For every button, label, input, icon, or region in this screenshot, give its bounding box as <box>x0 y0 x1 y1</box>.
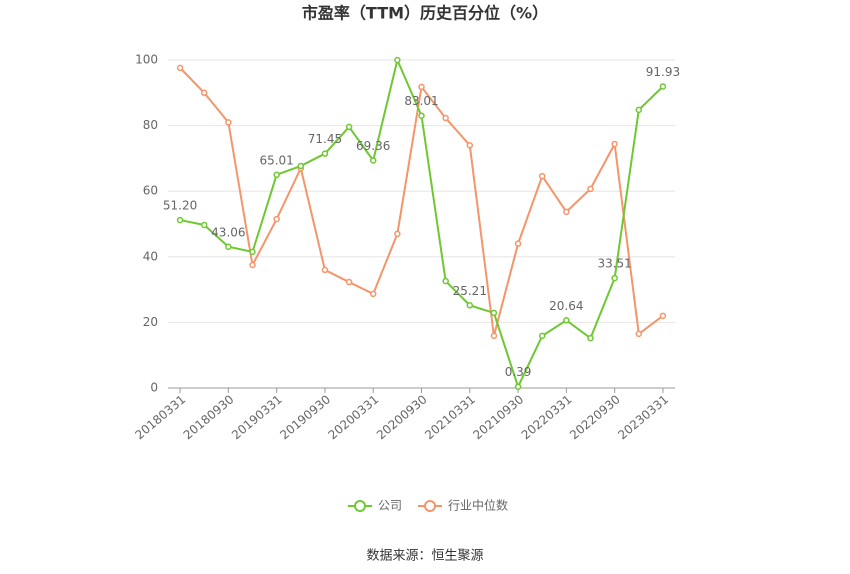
data-point <box>659 83 667 90</box>
data-point <box>611 140 618 148</box>
data-point <box>442 114 449 122</box>
data-point <box>394 230 401 238</box>
source: 数据来源：恒生聚源 <box>366 549 483 564</box>
x-tick-label: 20200930 <box>374 392 430 442</box>
data-point <box>369 157 377 164</box>
x-tick-label: 20210331 <box>422 392 478 442</box>
data-point <box>514 383 522 390</box>
data-label: 65.01 <box>259 153 293 167</box>
data-point <box>490 332 498 340</box>
data-point <box>225 119 232 126</box>
data-point <box>249 248 256 256</box>
data-point <box>514 240 522 247</box>
data-label: 43.06 <box>211 225 245 239</box>
data-point <box>587 334 594 342</box>
data-label: 91.93 <box>646 65 680 79</box>
chart-title: 市盈率（TTM）历史百分位（%） <box>302 4 548 23</box>
data-point <box>538 332 546 340</box>
data-point <box>635 330 643 338</box>
data-label: 51.20 <box>163 199 197 213</box>
data-point <box>176 216 184 224</box>
x-tick-label: 20220930 <box>567 392 623 442</box>
data-label: 33.51 <box>597 257 631 271</box>
data-point <box>635 106 643 114</box>
data-point <box>249 261 256 269</box>
data-point <box>369 290 377 298</box>
y-tick-label: 80 <box>143 118 158 132</box>
legend-label: 行业中位数 <box>448 498 508 513</box>
x-tick-label: 20180331 <box>132 392 188 442</box>
data-point <box>273 171 280 179</box>
y-tick-label: 60 <box>143 184 158 198</box>
data-point <box>490 309 498 317</box>
data-point <box>466 302 474 309</box>
data-label: 0.39 <box>505 365 532 379</box>
data-point <box>345 123 353 131</box>
x-tick-label: 20180930 <box>181 392 237 442</box>
y-tick-label: 40 <box>143 249 158 263</box>
legend-label: 公司 <box>378 499 402 513</box>
data-point <box>563 208 570 216</box>
data-point <box>442 277 449 285</box>
data-point <box>200 221 208 229</box>
x-tick-label: 20190331 <box>229 392 285 442</box>
data-label: 25.21 <box>453 284 487 298</box>
legend-marker <box>354 500 366 512</box>
data-label: 69.36 <box>356 139 390 153</box>
data-point <box>321 150 329 157</box>
data-label: 83.01 <box>404 94 438 108</box>
data-label: 71.45 <box>308 132 342 146</box>
data-point <box>418 83 425 91</box>
x-tick-label: 20230331 <box>615 392 671 442</box>
x-tick-label: 20220331 <box>519 392 575 442</box>
data-point <box>563 317 570 324</box>
legend-marker <box>424 500 436 512</box>
data-point <box>273 215 280 223</box>
data-point <box>394 56 401 64</box>
data-point <box>418 112 425 119</box>
data-point <box>345 278 353 286</box>
data-point <box>538 172 546 180</box>
y-tick-label: 20 <box>143 315 158 329</box>
data-point <box>297 162 305 170</box>
x-tick-label: 20200331 <box>326 392 382 442</box>
data-point <box>659 312 667 320</box>
x-tick-label: 20210930 <box>470 392 526 442</box>
data-label: 20.64 <box>549 299 583 313</box>
data-point <box>587 185 594 193</box>
data-point <box>225 243 232 251</box>
data-point <box>321 266 329 274</box>
y-tick-label: 100 <box>135 53 158 67</box>
data-point <box>200 89 208 97</box>
x-tick-label: 20190930 <box>277 392 333 442</box>
data-point <box>466 142 474 149</box>
data-point <box>176 64 184 72</box>
data-point <box>611 274 618 282</box>
y-tick-label: 0 <box>150 381 158 395</box>
